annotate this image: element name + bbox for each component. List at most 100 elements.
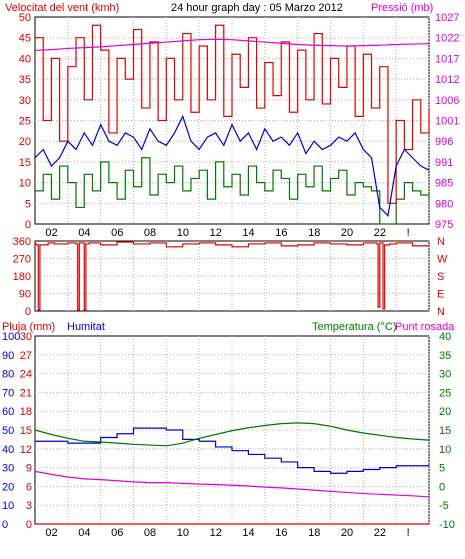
compass-letter: N <box>437 306 445 318</box>
wind-y-tick: 50 <box>19 12 31 24</box>
wind-y-tick: 45 <box>19 33 31 45</box>
temperature-y-tick: 25 <box>439 387 451 399</box>
humidity-series <box>35 427 429 474</box>
humidity-label: Humitat <box>67 321 105 333</box>
temperature-y-tick: -5 <box>439 500 449 512</box>
temperature-y-tick: 15 <box>439 425 451 437</box>
wind-y-tick: 25 <box>19 116 31 128</box>
x-tick-label-3: 02 <box>45 527 57 539</box>
temperature-y-tick: 35 <box>439 350 451 362</box>
humidity-y-tick: 50 <box>2 425 14 437</box>
temperature-y-tick: 5 <box>439 463 445 475</box>
rain-y-tick: 18 <box>20 406 32 418</box>
wind-y-tick: 10 <box>19 178 31 190</box>
rain-y-tick: 6 <box>26 481 32 493</box>
rain-y-tick: 0 <box>26 519 32 531</box>
pressure-y-tick: 1017 <box>435 53 459 65</box>
temperature-y-tick: 0 <box>439 481 445 493</box>
temperature-y-tick: 20 <box>439 406 451 418</box>
x-tick-label-1: 06 <box>111 227 123 239</box>
rain-y-tick: 15 <box>20 425 32 437</box>
temperature-y-tick: 40 <box>439 331 451 343</box>
rain-y-tick: 21 <box>20 387 32 399</box>
wind-y-tick: 0 <box>25 219 31 231</box>
x-tick-label-3: 10 <box>177 527 189 539</box>
direction-series <box>35 241 430 311</box>
direction-y-tick: 270 <box>13 254 31 266</box>
x-tick-label-3: 06 <box>111 527 123 539</box>
rain-y-tick: 27 <box>20 350 32 362</box>
compass-letter: W <box>437 254 448 266</box>
x-tick-label-1: 12 <box>210 227 222 239</box>
pressure-y-tick: 1022 <box>435 33 459 45</box>
x-tick-label-1: 20 <box>341 227 353 239</box>
x-tick-label-1: 22 <box>374 227 386 239</box>
pressure-y-tick: 996 <box>435 136 453 148</box>
wind-y-tick: 15 <box>19 157 31 169</box>
humidity-y-tick: 60 <box>2 406 14 418</box>
compass-letter: E <box>437 289 444 301</box>
humidity-y-tick: 30 <box>2 463 14 475</box>
wind-avg-series <box>34 114 430 217</box>
temperature-y-tick: 10 <box>439 444 451 456</box>
rain-y-tick: 3 <box>26 500 32 512</box>
panel-frame-2 <box>34 240 430 312</box>
humidity-y-tick: 80 <box>2 369 14 381</box>
compass-letter: S <box>437 271 444 283</box>
dewpoint-label: Punt rosada <box>395 321 455 333</box>
x-tick-label-3: 08 <box>144 527 156 539</box>
chart-title: 24 hour graph day : 05 Marzo 2012 <box>171 2 343 14</box>
wind-y-tick: 35 <box>19 74 31 86</box>
pressure-y-tick: 1012 <box>435 74 459 86</box>
rain-y-tick: 12 <box>20 444 32 456</box>
pressure-y-tick: 980 <box>435 198 453 210</box>
pressure-label: Pressió (mb) <box>371 2 433 14</box>
wind-gust-series <box>35 24 430 204</box>
wind-min-series <box>35 157 430 225</box>
x-tick-label-1: 14 <box>242 227 254 239</box>
x-tick-label-1: 02 <box>45 227 57 239</box>
direction-y-tick: 0 <box>25 306 31 318</box>
humidity-y-tick: 40 <box>2 444 14 456</box>
direction-y-tick: 360 <box>13 236 31 248</box>
wind-y-tick: 5 <box>25 198 31 210</box>
rain-y-tick: 9 <box>26 463 32 475</box>
wind-y-tick: 20 <box>19 136 31 148</box>
x-tick-label-1: 04 <box>78 227 90 239</box>
humidity-y-tick: 100 <box>2 331 20 343</box>
direction-y-tick: 180 <box>13 271 31 283</box>
pressure-y-tick: 975 <box>435 219 453 231</box>
humidity-y-tick: 90 <box>2 350 14 362</box>
x-tick-label-1: ! <box>407 227 410 239</box>
temperature-label: Temperatura (°C) <box>312 321 396 333</box>
dewpoint-series <box>34 470 430 498</box>
panel-frame-1 <box>34 16 430 225</box>
x-tick-label-3: 04 <box>78 527 90 539</box>
rain-label: Pluja (mm) <box>2 321 55 333</box>
x-tick-label-3: 14 <box>242 527 254 539</box>
x-tick-label-1: 10 <box>177 227 189 239</box>
pressure-series <box>34 38 430 52</box>
x-tick-label-3: 20 <box>341 527 353 539</box>
wind-y-tick: 30 <box>19 95 31 107</box>
rain-y-tick: 24 <box>20 369 32 381</box>
rain-y-tick: 30 <box>20 331 32 343</box>
compass-letter: N <box>437 236 445 248</box>
x-tick-label-1: 08 <box>144 227 156 239</box>
humidity-y-tick: 0 <box>2 519 8 531</box>
x-tick-label-3: 16 <box>275 527 287 539</box>
temperature-y-tick: 30 <box>439 369 451 381</box>
x-tick-label-1: 18 <box>308 227 320 239</box>
x-tick-label-1: 16 <box>275 227 287 239</box>
humidity-y-tick: 20 <box>2 481 14 493</box>
x-tick-label-3: ! <box>407 527 410 539</box>
x-tick-label-3: 12 <box>210 527 222 539</box>
direction-y-tick: 90 <box>19 289 31 301</box>
pressure-y-tick: 1006 <box>435 95 459 107</box>
humidity-y-tick: 10 <box>2 500 14 512</box>
pressure-y-tick: 1027 <box>435 12 459 24</box>
wind-y-tick: 40 <box>19 53 31 65</box>
